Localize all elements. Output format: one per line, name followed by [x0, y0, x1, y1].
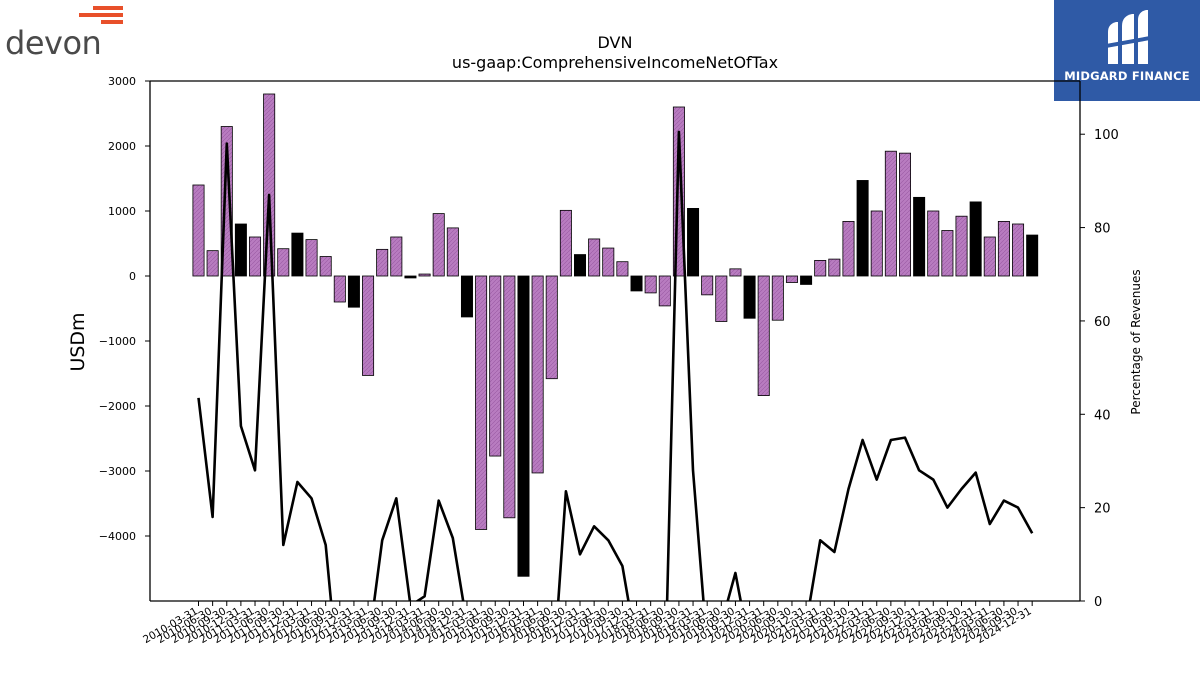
devon-logo: devon — [5, 6, 130, 62]
bar — [1026, 234, 1039, 277]
bar-series — [192, 93, 1039, 577]
bar — [305, 239, 318, 277]
bar — [333, 275, 346, 303]
bar — [602, 247, 615, 277]
bar — [658, 275, 671, 307]
bar — [630, 275, 643, 292]
bar — [588, 238, 601, 277]
y-tick-label: −2000 — [99, 400, 136, 413]
bar — [828, 258, 841, 277]
bar — [545, 275, 558, 380]
bar — [672, 106, 685, 277]
bar — [249, 236, 262, 277]
y-tick-label: −4000 — [99, 530, 136, 543]
bar — [192, 184, 205, 277]
bar — [475, 275, 488, 530]
devon-logo-bar — [79, 13, 123, 17]
bar — [418, 273, 431, 277]
y-right-tick-label: 100 — [1094, 128, 1119, 143]
midgard-finance-logo: MIDGARD FINANCE — [1054, 0, 1200, 101]
midgard-logo-mark — [1106, 10, 1150, 64]
y-tick-label: 0 — [129, 270, 136, 283]
devon-logo-bar — [93, 6, 123, 10]
bar — [220, 126, 233, 277]
line-series-path — [197, 130, 1034, 601]
bar — [362, 275, 375, 376]
y-axis-right-label: Percentage of Revenues — [1129, 269, 1143, 414]
y-right-tick-label: 0 — [1094, 595, 1102, 610]
bar — [376, 248, 389, 277]
chart-subtitle: us-gaap:ComprehensiveIncomeNetOfTax — [452, 53, 778, 72]
bar — [757, 275, 770, 396]
bar — [517, 275, 530, 577]
bar — [206, 250, 219, 277]
bar — [616, 261, 629, 277]
bar — [715, 275, 728, 322]
bar — [390, 236, 403, 277]
bar — [927, 210, 940, 277]
bar — [729, 268, 742, 277]
y-right-tick-label: 80 — [1094, 222, 1111, 237]
bar — [263, 93, 276, 277]
bar — [460, 275, 473, 318]
y-axis-label: USDm — [67, 312, 89, 371]
bar — [969, 201, 982, 277]
bar — [899, 152, 912, 277]
bar — [574, 254, 587, 277]
bar — [277, 248, 290, 277]
y-tick-label: −3000 — [99, 465, 136, 478]
y-right-tick-label: 40 — [1094, 408, 1111, 423]
bar — [559, 209, 572, 277]
y-right-tick-label: 60 — [1094, 315, 1111, 330]
bar — [743, 275, 756, 319]
midgard-logo-text: MIDGARD FINANCE — [1064, 69, 1190, 83]
devon-logo-text: devon — [5, 24, 102, 62]
bar — [404, 275, 417, 279]
bar — [701, 275, 714, 296]
bar — [432, 213, 445, 277]
bar — [785, 275, 798, 283]
bar — [941, 230, 954, 277]
y-tick-label: −1000 — [99, 335, 136, 348]
bar — [913, 196, 926, 277]
bar — [687, 207, 700, 277]
y-tick-label: 1000 — [108, 205, 136, 218]
line-series — [197, 130, 1034, 601]
bar — [1012, 223, 1025, 277]
bar — [814, 259, 827, 277]
y-tick-label: 3000 — [108, 75, 136, 88]
bar — [234, 223, 247, 277]
axes: 3000 2000 1000 0 −1000 −2000 −3000 −4000 0 20 40 60… — [99, 75, 1119, 646]
bar — [884, 150, 897, 277]
bar — [856, 180, 869, 277]
bar — [503, 275, 516, 519]
chart-title: DVN — [598, 33, 633, 52]
bar — [319, 256, 332, 277]
bar — [347, 275, 360, 308]
bar — [531, 275, 544, 474]
devon-logo-bar — [101, 20, 123, 24]
bar — [771, 275, 784, 321]
y-right-tick-label: 20 — [1094, 502, 1111, 517]
bar — [446, 227, 459, 277]
bar — [997, 220, 1010, 277]
bar — [291, 232, 304, 277]
bar — [955, 215, 968, 277]
bar — [983, 236, 996, 277]
bar — [644, 275, 657, 294]
bar — [842, 220, 855, 277]
y-tick-label: 2000 — [108, 140, 136, 153]
bar — [870, 210, 883, 277]
bar — [489, 275, 502, 457]
bar — [800, 275, 813, 285]
